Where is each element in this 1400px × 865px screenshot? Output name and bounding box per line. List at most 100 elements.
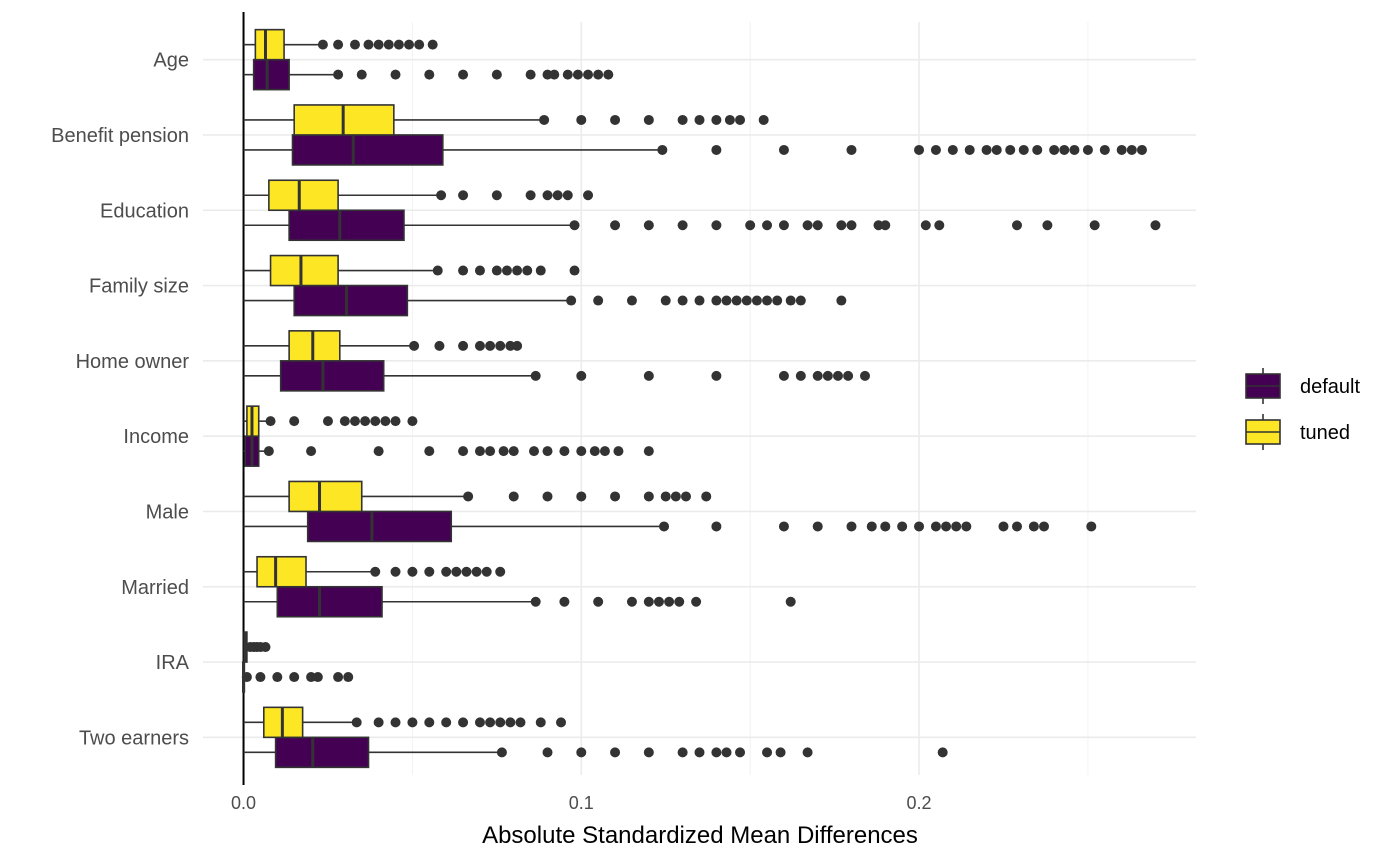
outlier-point	[778, 521, 789, 532]
outlier-point	[610, 491, 621, 502]
outlier-point	[566, 295, 577, 306]
outlier-point	[515, 717, 526, 728]
outlier-point	[542, 747, 553, 758]
outlier-point	[677, 114, 688, 125]
outlier-point	[758, 114, 769, 125]
box-tuned	[243, 254, 580, 287]
category-label: Male	[146, 501, 189, 523]
legend-item-tuned: tuned	[1245, 414, 1350, 450]
outlier-point	[1011, 521, 1022, 532]
outlier-point	[539, 114, 550, 125]
outlier-point	[312, 672, 323, 683]
outlier-point	[583, 190, 594, 201]
outlier-point	[562, 190, 573, 201]
outlier-point	[349, 416, 360, 427]
box-default	[243, 134, 1147, 166]
outlier-point	[610, 114, 621, 125]
outlier-point	[576, 446, 587, 457]
outlier-point	[677, 295, 688, 306]
outlier-point	[289, 672, 300, 683]
outlier-point	[1018, 144, 1029, 155]
outlier-point	[846, 521, 857, 532]
outlier-point	[404, 39, 415, 50]
outlier-point	[812, 521, 823, 532]
outlier-point	[409, 340, 420, 351]
outlier-point	[593, 69, 604, 80]
outlier-point	[333, 672, 344, 683]
outlier-point	[461, 566, 472, 577]
outlier-point	[441, 566, 452, 577]
outlier-point	[643, 747, 654, 758]
outlier-point	[653, 596, 664, 607]
outlier-point	[762, 295, 773, 306]
outlier-point	[657, 144, 668, 155]
outlier-point	[569, 265, 580, 276]
outlier-point	[495, 717, 506, 728]
outlier-point	[380, 416, 391, 427]
outlier-point	[593, 596, 604, 607]
outlier-point	[576, 370, 587, 381]
box-tuned	[243, 405, 418, 437]
outlier-point	[542, 190, 553, 201]
category-label: Married	[121, 577, 189, 599]
outlier-point	[356, 69, 367, 80]
outlier-point	[626, 596, 637, 607]
outlier-point	[289, 416, 300, 427]
outlier-point	[947, 144, 958, 155]
outlier-point	[463, 491, 474, 502]
outlier-point	[333, 69, 344, 80]
outlier-point	[735, 747, 746, 758]
outlier-point	[562, 69, 573, 80]
outlier-point	[880, 521, 891, 532]
box-tuned	[243, 480, 712, 513]
outlier-point	[522, 265, 533, 276]
outlier-point	[934, 220, 945, 231]
outlier-point	[745, 220, 756, 231]
outlier-point	[576, 114, 587, 125]
outlier-point	[474, 265, 485, 276]
outlier-point	[474, 717, 485, 728]
outlier-point	[576, 747, 587, 758]
category-label: IRA	[156, 652, 190, 674]
outlier-point	[481, 566, 492, 577]
box-iqr	[252, 58, 290, 91]
outlier-point	[822, 370, 833, 381]
legend: default tuned	[1245, 368, 1360, 450]
box-default	[243, 736, 948, 769]
outlier-point	[1011, 220, 1022, 231]
outlier-point	[866, 521, 877, 532]
box-default	[243, 58, 614, 91]
outlier-point	[643, 491, 654, 502]
x-tick-label: 0.1	[569, 793, 594, 813]
outlier-point	[512, 265, 523, 276]
outlier-point	[434, 340, 445, 351]
outlier-point	[674, 596, 685, 607]
outlier-point	[505, 717, 516, 728]
outlier-point	[265, 416, 276, 427]
outlier-point	[711, 747, 722, 758]
outlier-point	[373, 446, 384, 457]
outlier-point	[559, 596, 570, 607]
outlier-point	[508, 491, 519, 502]
box-iqr	[256, 555, 307, 588]
outlier-point	[930, 144, 941, 155]
outlier-point	[832, 370, 843, 381]
outlier-point	[721, 747, 732, 758]
category-label: Two earners	[79, 727, 189, 749]
outlier-point	[569, 220, 580, 231]
outlier-point	[751, 295, 762, 306]
outlier-point	[778, 370, 789, 381]
outlier-point	[762, 747, 773, 758]
outlier-point	[525, 190, 536, 201]
outlier-point	[549, 69, 560, 80]
x-axis-title: Absolute Standardized Mean Differences	[482, 822, 918, 849]
outlier-point	[458, 717, 469, 728]
outlier-point	[556, 717, 567, 728]
outlier-point	[495, 566, 506, 577]
outlier-point	[351, 717, 362, 728]
box-series-layer	[241, 28, 1161, 769]
outlier-point	[677, 220, 688, 231]
outlier-point	[721, 295, 732, 306]
outlier-point	[711, 144, 722, 155]
outlier-point	[711, 220, 722, 231]
